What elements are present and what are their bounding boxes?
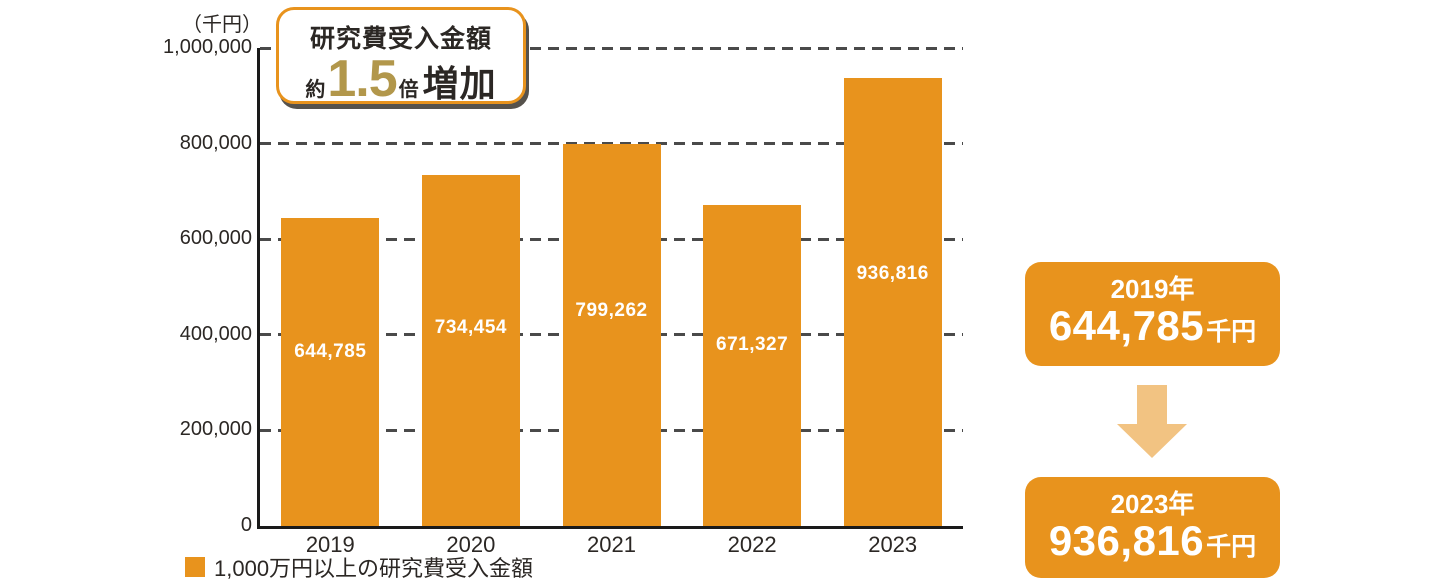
x-axis-tick-label: 2019 <box>305 532 355 557</box>
gridline <box>260 46 963 50</box>
down-arrow-icon <box>1117 385 1187 458</box>
highlight-badge: 研究費受入金額 約 1.5 倍 増加 <box>276 7 526 108</box>
x-axis-line <box>257 526 963 529</box>
bar-value-label: 936,816 <box>856 263 929 285</box>
bar-value-label: 799,262 <box>575 300 648 322</box>
bar-value-label: 734,454 <box>434 317 507 339</box>
bar-2020: 734,454 <box>421 174 520 526</box>
summary-unit: 千円 <box>1206 318 1257 346</box>
x-axis-tick-label: 2022 <box>727 532 777 557</box>
summary-box-2019: 2019年 644,785 千円 <box>1025 262 1280 366</box>
bar-2022: 671,327 <box>703 205 802 526</box>
summary-year-label: 2023年 <box>1110 489 1195 519</box>
summary-value: 936,816 <box>1048 517 1205 564</box>
legend: 1,000万円以上の研究費受入金額 <box>185 551 533 582</box>
summary-unit: 千円 <box>1206 533 1257 561</box>
y-axis-unit-label: （千円） <box>182 14 262 36</box>
badge-title: 研究費受入金額 <box>309 25 492 53</box>
badge-word: 増加 <box>422 63 497 104</box>
legend-swatch-icon <box>185 557 205 577</box>
badge-prefix: 約 <box>305 79 326 101</box>
x-axis-tick-label: 2023 <box>868 532 918 557</box>
bar-value-label: 644,785 <box>294 341 367 363</box>
gridline <box>260 142 963 146</box>
summary-box-2023: 2023年 936,816 千円 <box>1025 477 1280 578</box>
down-arrow-head <box>1117 424 1187 458</box>
y-axis-line <box>257 48 260 526</box>
summary-value-line: 644,785 千円 <box>1025 302 1280 350</box>
badge-suffix: 倍 <box>398 79 419 101</box>
summary-year-label: 2019年 <box>1110 274 1195 304</box>
bar-2023: 936,816 <box>843 78 942 526</box>
badge-multiplier: 1.5 <box>327 50 397 108</box>
bar-2019: 644,785 <box>281 217 380 526</box>
x-axis-tick-label: 2021 <box>587 532 636 557</box>
y-axis-tick-label: 200,000 <box>179 418 252 441</box>
x-axis-tick-label: 2020 <box>446 532 496 557</box>
bar-2021: 799,262 <box>562 143 661 526</box>
y-axis-tick-label: 0 <box>240 514 252 536</box>
down-arrow-stem <box>1137 385 1167 424</box>
bar-value-label: 671,327 <box>716 334 789 356</box>
badge-multiplier-line: 約 1.5 倍 増加 <box>279 50 523 108</box>
legend-label: 1,000万円以上の研究費受入金額 <box>214 556 534 581</box>
summary-value: 644,785 <box>1048 302 1205 349</box>
y-axis-tick-label: 1,000,000 <box>163 36 252 58</box>
y-axis-tick-label: 800,000 <box>179 131 252 154</box>
y-axis-tick-label: 600,000 <box>179 227 252 250</box>
plot-area: 644,785 734,454 799,262 671,327 936,816 <box>257 46 963 529</box>
y-axis-tick-label: 400,000 <box>179 322 252 345</box>
summary-value-line: 936,816 千円 <box>1025 517 1280 565</box>
